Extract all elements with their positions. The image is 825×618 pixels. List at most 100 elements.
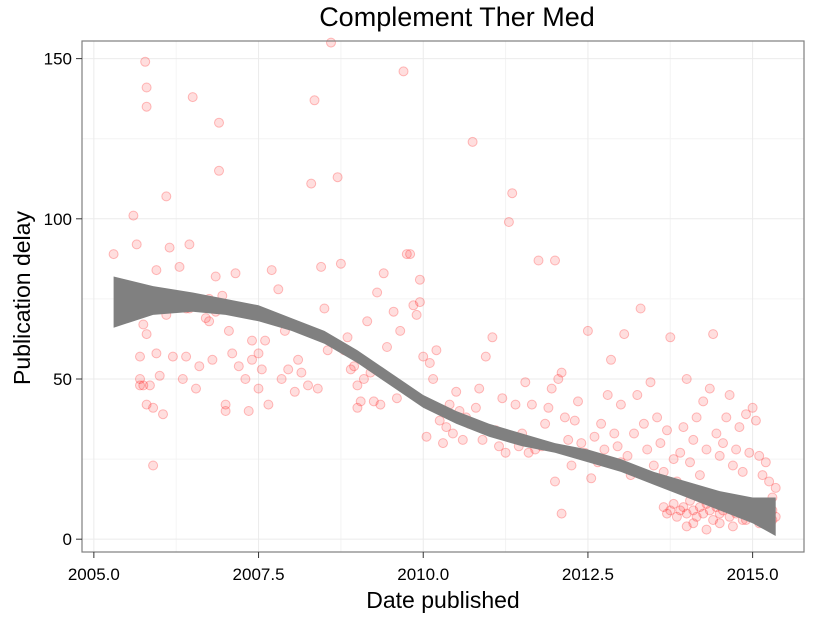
data-point [135, 351, 145, 362]
data-point [441, 422, 452, 433]
data-point [691, 412, 702, 423]
data-point [414, 274, 425, 285]
data-point [724, 390, 735, 400]
y-tick-label: 0 [63, 530, 72, 549]
data-point [714, 518, 725, 529]
data-point [151, 348, 162, 359]
data-point [345, 364, 356, 375]
data-point [556, 367, 567, 378]
data-point [141, 399, 152, 410]
data-point [658, 502, 669, 513]
data-point [665, 332, 676, 343]
data-point [711, 428, 722, 439]
data-point [648, 460, 659, 471]
data-point [253, 348, 264, 359]
data-point [191, 383, 201, 394]
data-point [675, 447, 686, 458]
data-point [141, 329, 152, 340]
data-point [358, 374, 369, 384]
data-point [319, 303, 330, 314]
data-point [721, 412, 732, 423]
grid-lines [82, 41, 804, 552]
data-point [289, 386, 300, 397]
data-point [148, 460, 159, 471]
data-point [662, 425, 672, 436]
data-point [747, 402, 758, 413]
data-point [335, 258, 346, 269]
data-point [546, 383, 557, 394]
data-point [283, 364, 294, 375]
data-point [141, 101, 152, 112]
data-point [734, 422, 745, 433]
data-point [368, 396, 379, 407]
data-point [563, 434, 574, 445]
x-tick-label: 2010.0 [397, 565, 449, 584]
x-tick-label: 2015.0 [727, 565, 779, 584]
data-point [332, 172, 343, 183]
data-point [494, 441, 504, 452]
data-point [138, 319, 149, 330]
data-point [754, 450, 765, 461]
data-point [566, 460, 577, 471]
x-axis-title: Date published [366, 587, 519, 613]
data-point [629, 428, 639, 439]
data-point [612, 441, 623, 452]
data-point [306, 178, 317, 189]
data-point [164, 242, 175, 253]
data-point [378, 268, 389, 279]
data-point [140, 56, 151, 67]
data-point [309, 95, 320, 106]
data-point [573, 396, 583, 407]
data-point [662, 508, 672, 519]
data-point [131, 239, 142, 250]
data-point [349, 361, 360, 372]
data-point [405, 249, 416, 260]
data-point [685, 457, 695, 468]
data-point [214, 165, 224, 176]
data-point [681, 374, 692, 384]
data-point [550, 255, 560, 266]
data-point [135, 380, 145, 391]
data-point [652, 412, 663, 423]
data-point [602, 390, 613, 400]
x-tick-label: 2012.5 [562, 565, 614, 584]
data-point [200, 313, 211, 324]
data-point [582, 325, 593, 336]
data-point [622, 450, 633, 461]
data-point [316, 261, 327, 272]
data-point [741, 409, 751, 420]
data-point [451, 386, 462, 397]
data-point [550, 476, 560, 487]
data-point [497, 393, 508, 404]
data-point [253, 383, 264, 394]
data-point [668, 454, 679, 465]
data-point [553, 374, 564, 384]
data-point [701, 524, 712, 535]
data-point [760, 457, 771, 468]
data-point [638, 418, 649, 429]
chart-title: Complement Ther Med [319, 2, 595, 32]
data-point [589, 431, 600, 442]
data-point [543, 402, 554, 413]
data-point [428, 374, 439, 384]
data-point [177, 374, 188, 384]
data-point [757, 470, 768, 481]
data-point [144, 380, 155, 391]
data-point [586, 473, 597, 484]
x-tick-label: 2005.0 [68, 565, 120, 584]
data-point [500, 447, 511, 458]
data-point [438, 438, 448, 449]
data-point [273, 284, 284, 295]
data-point [372, 287, 383, 298]
data-point [750, 415, 761, 426]
data-point [671, 511, 682, 522]
data-point [167, 351, 178, 362]
data-point [141, 82, 152, 93]
data-point [559, 412, 570, 423]
data-point [247, 335, 257, 346]
data-point [194, 361, 205, 372]
data-point [708, 515, 719, 525]
data-point [447, 428, 458, 439]
data-point [303, 380, 313, 391]
data-point [556, 508, 567, 519]
